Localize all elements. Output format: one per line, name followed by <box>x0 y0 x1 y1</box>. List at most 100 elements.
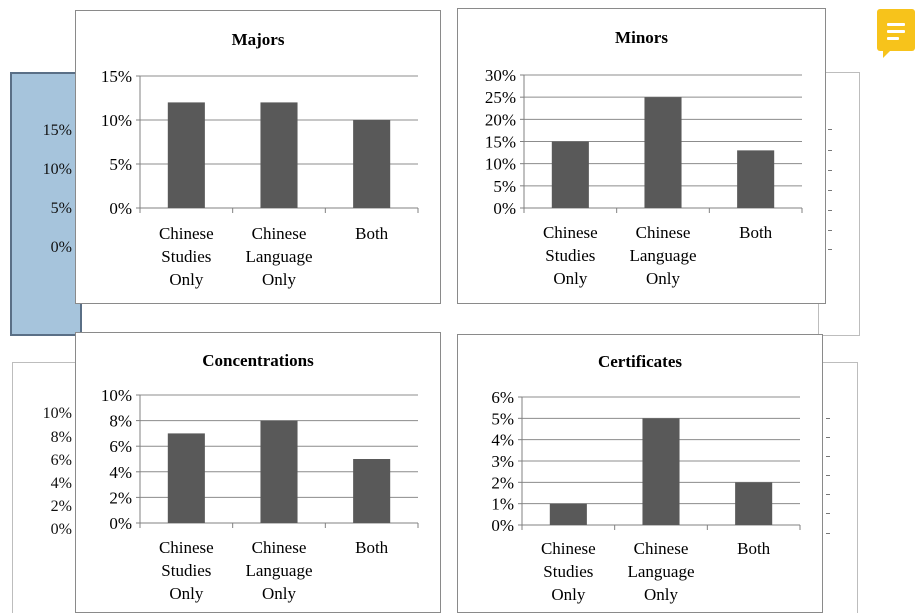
background-tick-mark <box>828 230 832 231</box>
background-chart-panel <box>12 362 82 613</box>
x-tick-label: Chinese Studies Only <box>543 223 598 288</box>
background-tick-mark <box>826 475 830 476</box>
y-tick-label: 30% <box>485 66 516 85</box>
background-tick-mark <box>826 494 830 495</box>
background-tick-label: 0% <box>50 521 72 538</box>
y-tick-label: 8% <box>109 412 132 431</box>
certificates-chart-panel: Certificates 0% 1% 2% 3% 4% 5% 6% Chinese Studies… <box>457 334 823 613</box>
bar-0 <box>549 503 587 525</box>
y-tick-label: 25% <box>485 88 516 107</box>
bar-1 <box>260 420 298 523</box>
chart-title: Minors <box>615 28 668 47</box>
chart-svg: Certificates 0% 1% 2% 3% 4% 5% 6% Chinese Studies… <box>491 352 801 604</box>
chart-title: Majors <box>232 30 285 49</box>
y-tick-label: 10% <box>101 111 132 130</box>
concentrations-chart-panel: Concentrations 0% 2% 4% 6% 8% 10% Chinese Studie… <box>75 332 441 613</box>
background-tick-label: 10% <box>42 161 72 178</box>
y-tick-label: 2% <box>109 488 132 507</box>
bar-2 <box>353 120 391 208</box>
background-tick-label: 0% <box>50 239 72 256</box>
y-tick-label: 5% <box>493 177 516 196</box>
x-tick-label-line: Only <box>262 584 297 603</box>
background-tick-mark <box>828 249 832 250</box>
background-tick-mark <box>826 418 830 419</box>
background-tick-label: 2% <box>50 498 72 515</box>
x-tick-label-line: Studies <box>543 562 593 581</box>
bar-0 <box>551 141 589 208</box>
y-tick-label: 0% <box>109 199 132 218</box>
background-tick-label: 4% <box>50 475 72 492</box>
chart-svg: Minors 0% 5% 10% 15% 20% 25% 30% Chinese Studies O… <box>485 28 803 288</box>
x-tick-label: Chinese Studies Only <box>159 538 214 603</box>
x-tick-label-line: Chinese <box>252 538 307 557</box>
y-tick-label: 4% <box>109 463 132 482</box>
x-tick-label-line: Language <box>629 246 696 265</box>
background-tick-mark <box>826 456 830 457</box>
y-tick-label: 15% <box>485 133 516 152</box>
x-tick-label-line: Studies <box>161 561 211 580</box>
x-tick-label-line: Only <box>553 269 588 288</box>
y-tick-label: 4% <box>491 431 514 450</box>
x-tick-label-line: Chinese <box>636 223 691 242</box>
background-chart-panel <box>10 72 82 336</box>
x-tick-label-line: Language <box>245 561 312 580</box>
bar-2 <box>737 150 775 208</box>
x-tick-label: Both <box>355 538 389 557</box>
x-tick-label-line: Both <box>739 223 773 242</box>
x-tick-label: Chinese Studies Only <box>541 539 596 604</box>
background-tick-mark <box>828 170 832 171</box>
x-tick-label: Both <box>739 223 773 242</box>
x-tick-label-line: Studies <box>545 246 595 265</box>
bar-2 <box>735 482 773 525</box>
y-tick-label: 0% <box>491 516 514 535</box>
x-tick-label-line: Only <box>644 585 679 604</box>
x-tick-label-line: Only <box>169 584 204 603</box>
bar-0 <box>167 102 205 208</box>
background-tick-mark <box>828 129 832 130</box>
chart-title: Concentrations <box>202 351 314 370</box>
background-tick-label: 5% <box>50 200 72 217</box>
x-tick-label: Chinese Language Only <box>245 224 312 289</box>
background-tick-label: 15% <box>42 122 72 139</box>
bar-1 <box>642 418 680 525</box>
y-tick-label: 3% <box>491 452 514 471</box>
chart-svg: Concentrations 0% 2% 4% 6% 8% 10% Chinese Studie… <box>101 351 419 603</box>
comment-note-icon[interactable] <box>877 9 915 58</box>
y-tick-label: 10% <box>485 155 516 174</box>
bar-1 <box>260 102 298 208</box>
background-tick-mark <box>828 150 832 151</box>
y-tick-label: 5% <box>491 409 514 428</box>
x-tick-label-line: Studies <box>161 247 211 266</box>
y-tick-label: 15% <box>101 67 132 86</box>
bar-1 <box>644 97 682 208</box>
x-tick-label: Both <box>737 539 771 558</box>
x-tick-label-line: Only <box>551 585 586 604</box>
x-tick-label-line: Only <box>169 270 204 289</box>
majors-chart-panel: Majors 0% 5% 10% 15% Chinese Studies Only Chines… <box>75 10 441 304</box>
x-tick-label: Both <box>355 224 389 243</box>
x-tick-label-line: Language <box>627 562 694 581</box>
y-tick-label: 0% <box>109 514 132 533</box>
y-tick-label: 1% <box>491 495 514 514</box>
x-tick-label-line: Chinese <box>634 539 689 558</box>
y-tick-label: 0% <box>493 199 516 218</box>
x-tick-label-line: Both <box>355 224 389 243</box>
x-tick-label-line: Only <box>646 269 681 288</box>
x-tick-label-line: Both <box>737 539 771 558</box>
x-tick-label-line: Chinese <box>543 223 598 242</box>
x-tick-label: Chinese Studies Only <box>159 224 214 289</box>
y-tick-label: 6% <box>491 388 514 407</box>
chart-title: Certificates <box>598 352 682 371</box>
background-tick-mark <box>826 533 830 534</box>
background-tick-label: 6% <box>50 452 72 469</box>
y-tick-label: 5% <box>109 155 132 174</box>
background-tick-mark <box>828 190 832 191</box>
x-tick-label-line: Chinese <box>159 538 214 557</box>
x-tick-label-line: Only <box>262 270 297 289</box>
background-tick-label: 8% <box>50 429 72 446</box>
background-tick-mark <box>828 210 832 211</box>
x-tick-label: Chinese Language Only <box>629 223 696 288</box>
x-tick-label-line: Chinese <box>159 224 214 243</box>
x-tick-label-line: Language <box>245 247 312 266</box>
